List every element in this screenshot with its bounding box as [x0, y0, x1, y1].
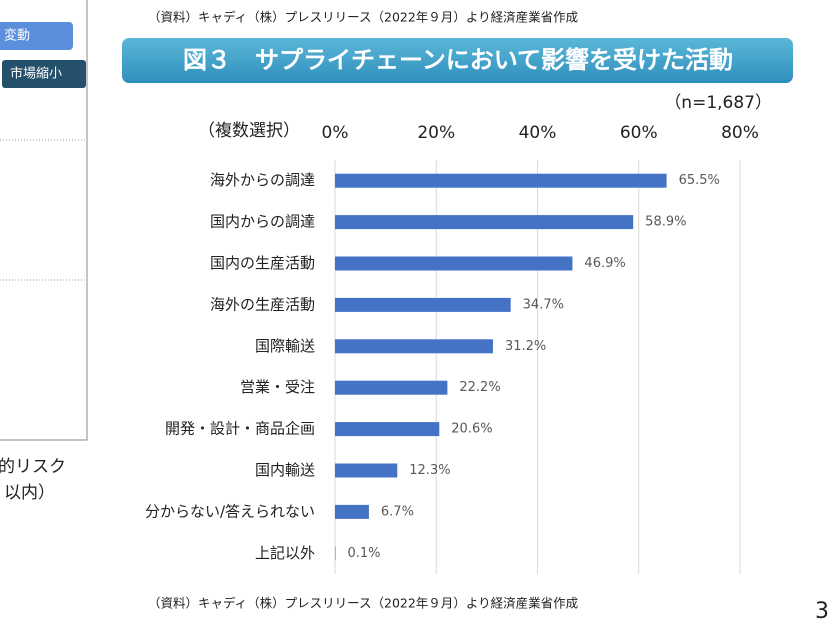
- bar: [335, 256, 573, 271]
- category-label: 営業・受注: [240, 378, 315, 396]
- category-label: 海外の生産活動: [210, 295, 315, 313]
- left-button-label: 市場縮小: [10, 66, 62, 82]
- value-label: 20.6%: [451, 422, 492, 437]
- left-button: [2, 60, 86, 88]
- value-label: 6.7%: [381, 504, 414, 519]
- value-label: 34.7%: [523, 297, 564, 312]
- category-label: 国際輸送: [255, 337, 315, 355]
- bar: [335, 339, 493, 354]
- x-tick-label: 80%: [721, 123, 759, 143]
- left-button-label: 変動: [4, 28, 30, 44]
- bar: [335, 297, 511, 312]
- left-text: 以内）: [4, 483, 55, 503]
- left-text: 的リスク: [0, 457, 66, 477]
- category-label: 上記以外: [255, 544, 315, 562]
- bar: [335, 546, 336, 561]
- x-tick-label: 60%: [620, 123, 658, 143]
- source-note: （資料）キャディ（株）プレスリリース（2022年９月）より経済産業省作成: [148, 10, 578, 25]
- chart-title: 図３ サプライチェーンにおいて影響を受けた活動: [183, 46, 733, 74]
- bar: [335, 380, 448, 395]
- page-number: 3: [815, 599, 829, 624]
- value-label: 58.9%: [645, 215, 686, 230]
- bar: [335, 422, 440, 437]
- bar: [335, 504, 369, 519]
- value-label: 12.3%: [409, 463, 450, 478]
- bar: [335, 215, 634, 230]
- bar: [335, 173, 667, 188]
- value-label: 22.2%: [459, 380, 500, 395]
- category-label: 開発・設計・商品企画: [165, 420, 315, 438]
- category-label: 国内からの調達: [210, 213, 315, 231]
- value-label: 65.5%: [679, 173, 720, 188]
- value-label: 31.2%: [505, 339, 546, 354]
- left-button: [0, 22, 73, 50]
- x-tick-label: 0%: [322, 123, 349, 143]
- axis-note: （複数選択）: [198, 121, 300, 141]
- bar: [335, 463, 398, 478]
- x-tick-label: 40%: [519, 123, 557, 143]
- category-label: 国内輸送: [255, 461, 315, 479]
- category-label: 海外からの調達: [210, 171, 315, 189]
- source-note: （資料）キャディ（株）プレスリリース（2022年９月）より経済産業省作成: [148, 596, 578, 611]
- left-text: ）: [0, 594, 7, 609]
- left-panel: [0, 0, 88, 441]
- sample-note: （n=1,687）: [664, 93, 772, 113]
- category-label: 国内の生産活動: [210, 254, 315, 272]
- category-label: 分からない/答えられない: [145, 502, 315, 520]
- x-tick-label: 20%: [417, 123, 455, 143]
- value-label: 0.1%: [348, 546, 381, 561]
- value-label: 46.9%: [584, 256, 625, 271]
- title-banner: [122, 38, 793, 83]
